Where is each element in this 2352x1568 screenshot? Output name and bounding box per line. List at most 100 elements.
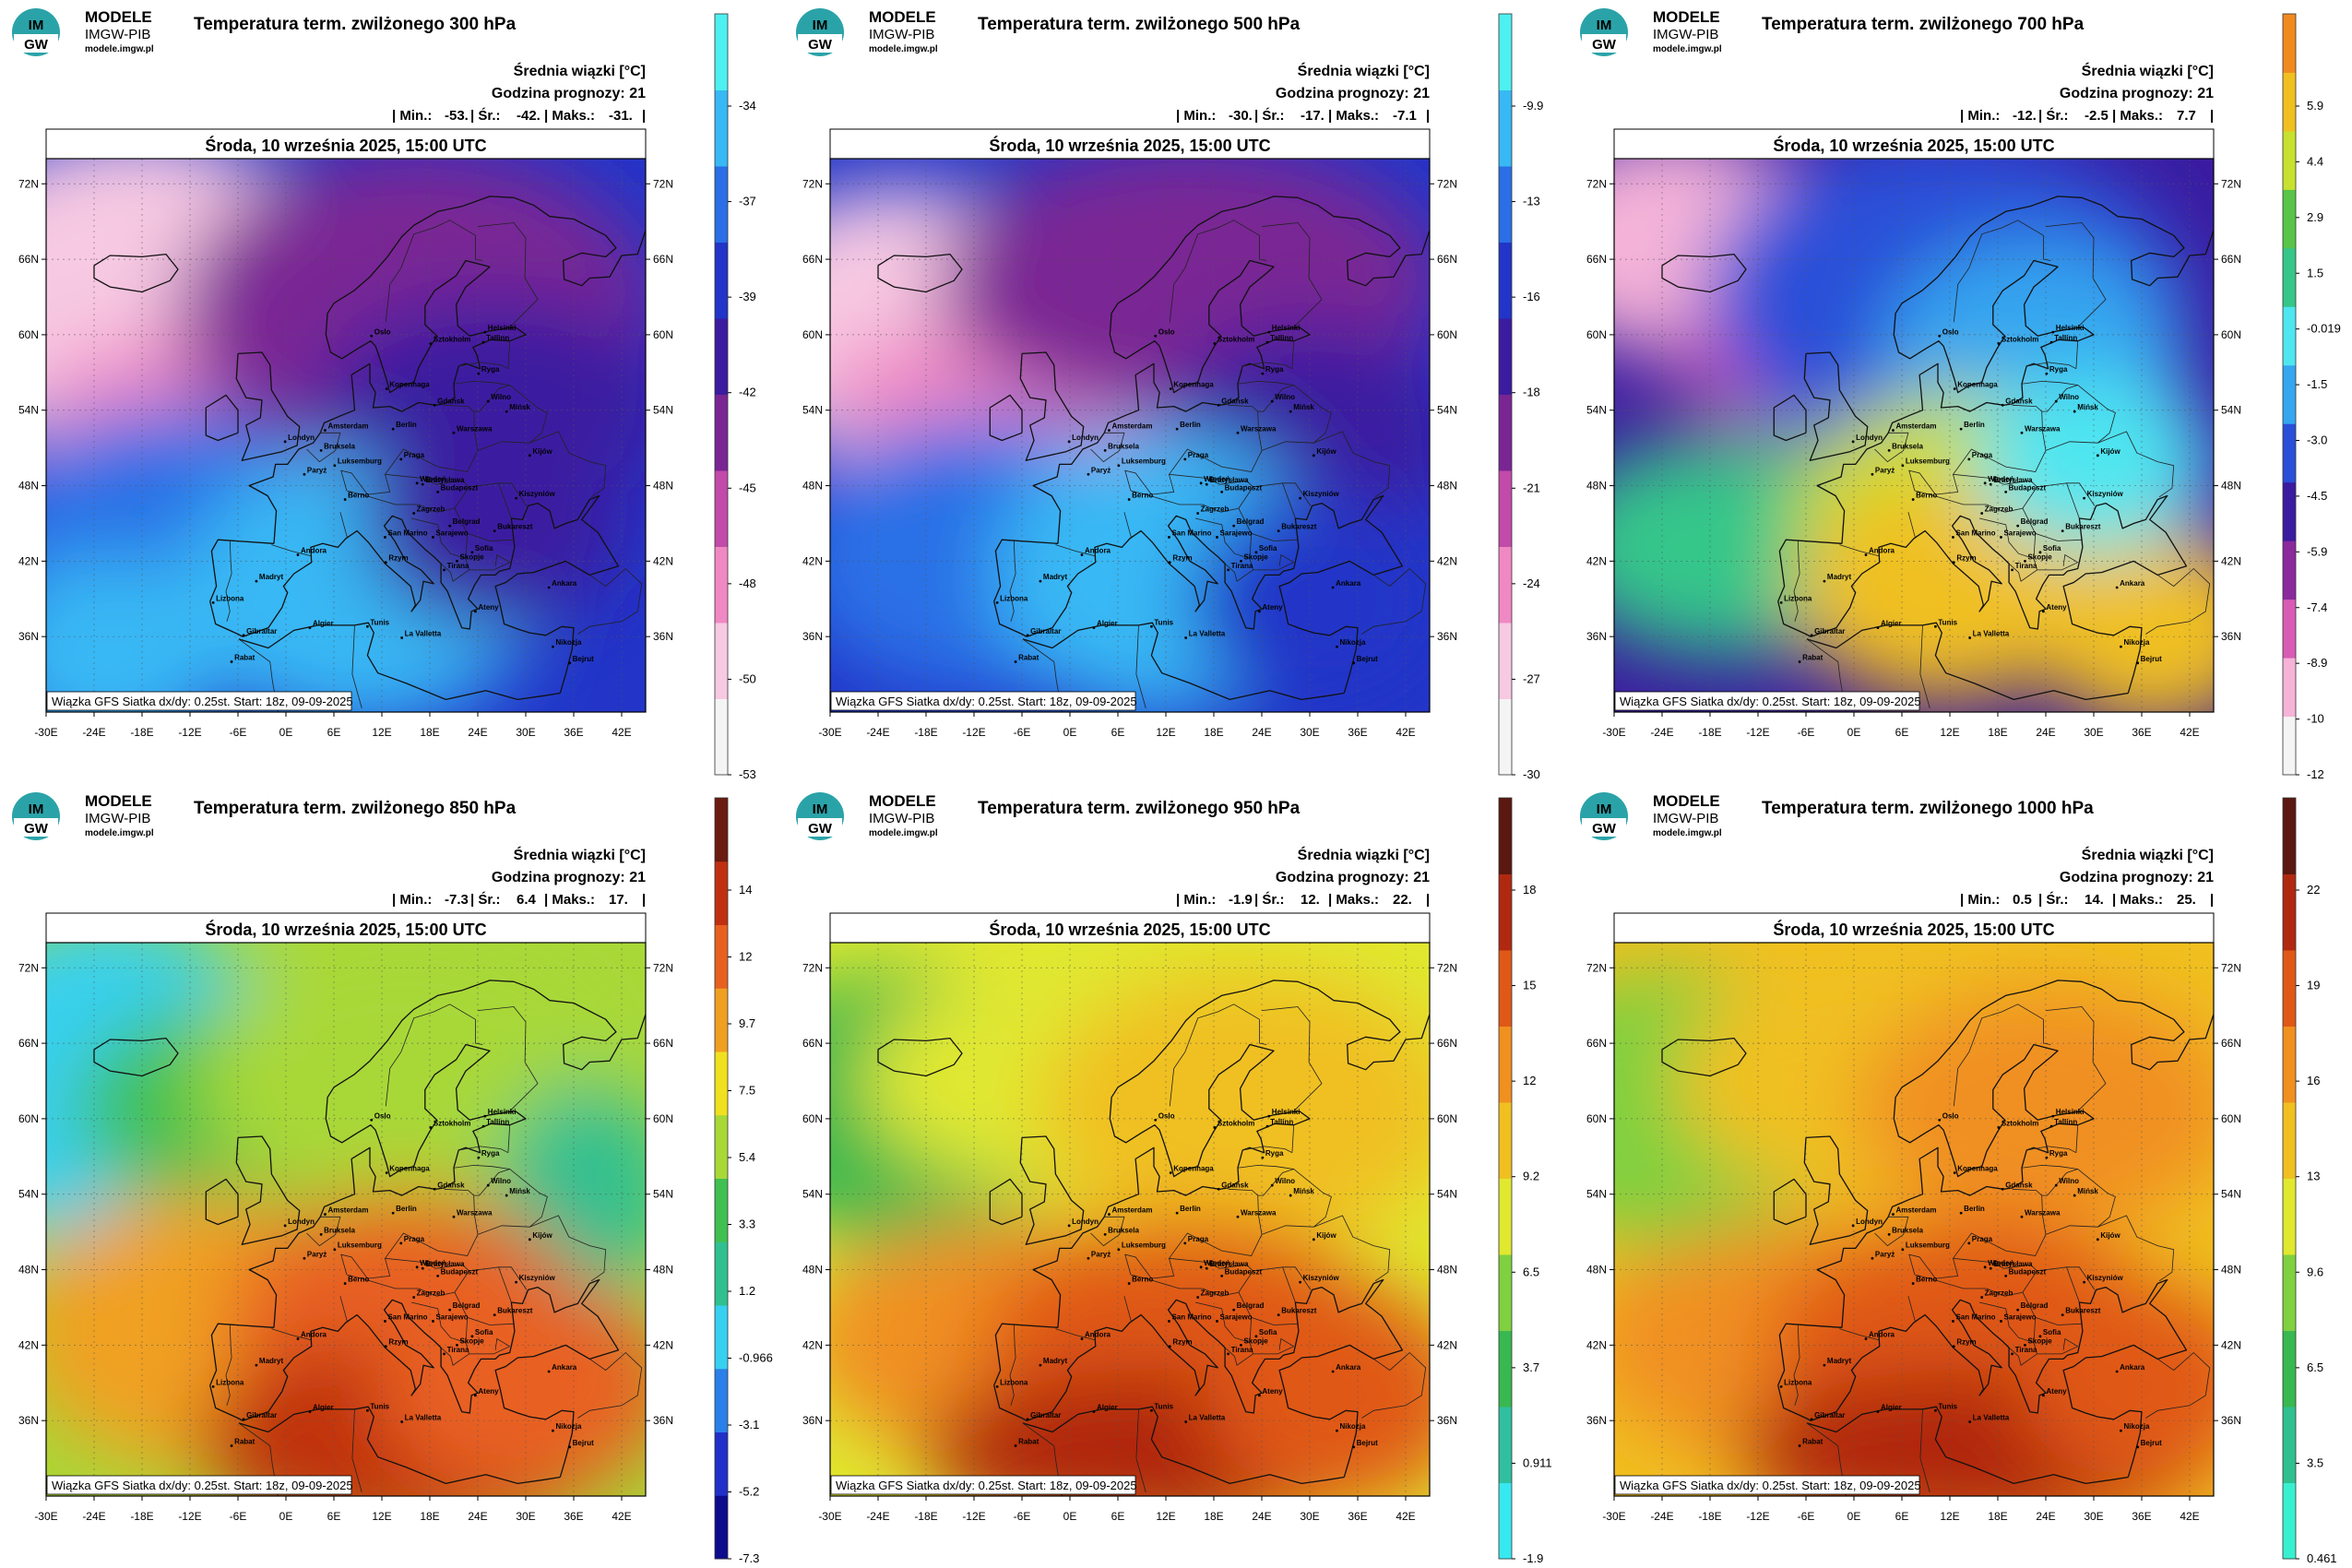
colorbar-tick-label: -1.5: [2307, 377, 2327, 391]
logo-line1: MODELE: [869, 8, 936, 26]
field-blobs: [1614, 159, 2214, 712]
lat-tick-label-left: 72N: [802, 177, 823, 190]
colorbar-segment: [2283, 306, 2296, 366]
map-panel-950hpa: IM GW MODELE IMGW-PIB modele.imgw.pl Temperat…: [784, 784, 1568, 1568]
coastline: [1806, 622, 2129, 701]
colorbar: 18 15 12 9.2 6.5 3.7 0.911 -1.9: [1498, 797, 1552, 1565]
city-dot: [1236, 431, 1240, 434]
logo-line2: IMGW-PIB: [869, 27, 934, 42]
country-border: [385, 1004, 483, 1107]
lat-tick-label-right: 72N: [1437, 961, 1457, 974]
colorbar-tick-label: -42: [739, 386, 756, 399]
lat-tick-label-right: 60N: [1437, 1112, 1457, 1125]
country-border: [340, 404, 479, 495]
colorbar-segment: [2283, 1407, 2296, 1483]
colorbar-tick-label: -50: [739, 671, 756, 685]
field-blob: [363, 408, 628, 629]
country-border: [1313, 431, 1391, 498]
lat-tick-label-left: 60N: [1586, 328, 1607, 341]
country-border: [1169, 220, 1267, 323]
city-dot: [1997, 1126, 2001, 1129]
city-label: Algier: [1097, 1404, 1118, 1412]
city-dot: [1851, 1224, 1855, 1228]
city-dot: [486, 399, 490, 403]
colorbar-segment: [1499, 1330, 1512, 1408]
lat-tick-label-left: 60N: [802, 328, 823, 341]
city-dot: [1779, 1384, 1783, 1388]
city-dot: [2054, 1183, 2058, 1187]
city-dot: [2011, 568, 2013, 572]
city-dot: [230, 1444, 233, 1447]
lon-tick-label: -30E: [818, 726, 841, 739]
logo-line3: modele.imgw.pl: [85, 828, 154, 838]
lat-tick-label-left: 36N: [18, 1414, 39, 1427]
logo-gw: GW: [1592, 821, 1617, 837]
colorbar-frame: [714, 797, 729, 1560]
city-label: Mińsk: [1293, 403, 1314, 411]
lat-tick-label-left: 54N: [802, 1188, 823, 1201]
colorbar-frame: [714, 13, 729, 776]
city-label: Algier: [313, 620, 334, 628]
city-label: Praga: [1188, 451, 1209, 459]
city-label: Luksemburg: [1906, 1241, 1950, 1250]
city-dot: [1150, 1408, 1153, 1412]
colorbar-segment: [1499, 698, 1512, 776]
colorbar-segment: [2283, 716, 2296, 776]
city-dot: [1103, 448, 1107, 452]
temperature-field: [830, 159, 1430, 712]
city-label: Sofia: [2043, 544, 2061, 552]
colorbar-tick-label: 12: [1523, 1074, 1536, 1087]
lat-tick-label-left: 48N: [802, 1264, 823, 1277]
city-dot: [1892, 1213, 1895, 1216]
stats-max-value: 17.: [609, 892, 628, 908]
lon-tick-label: 0E: [1847, 726, 1861, 739]
city-label: Wilno: [2059, 393, 2079, 401]
city-label: Lizbona: [1784, 594, 1812, 602]
city-dot: [1039, 579, 1042, 583]
lon-tick-label: -30E: [1602, 1510, 1625, 1523]
lat-tick-label-right: 66N: [2221, 1037, 2241, 1050]
city-label: Bukareszt: [2065, 1307, 2101, 1315]
city-label: Kiszyniów: [1303, 490, 1340, 498]
city-label: Gdańsk: [2005, 397, 2033, 405]
lon-tick-label: 36E: [1348, 726, 1367, 739]
city-label: Praga: [1972, 1235, 1993, 1243]
field-blobs: [830, 159, 1430, 712]
country-border: [529, 1215, 607, 1282]
city-label: Paryż: [1091, 466, 1111, 474]
lon-tick-label: 18E: [420, 1510, 439, 1523]
city-label: Bratysława: [425, 1260, 465, 1268]
city-label: Gibraltar: [1814, 627, 1845, 636]
coastline: [1773, 394, 1807, 442]
city-label: Londyn: [288, 434, 315, 442]
city-label: Helsinki: [488, 324, 517, 332]
city-label: Ankara: [1336, 1363, 1361, 1372]
colorbar-segment: [715, 89, 728, 167]
lat-tick-label-right: 60N: [2221, 328, 2241, 341]
colorbar-tick-label: -30: [1523, 767, 1540, 781]
colorbar-tick-label: 3.3: [739, 1218, 755, 1231]
caption-box: [46, 691, 352, 711]
city-label: Kijów: [1316, 1231, 1336, 1240]
lon-tick-label: 30E: [516, 1510, 535, 1523]
logo-line3: modele.imgw.pl: [1653, 828, 1722, 838]
country-border: [1135, 1408, 1146, 1493]
lat-tick-label-left: 36N: [802, 1414, 823, 1427]
country-border: [2041, 385, 2116, 451]
city-label: Wilno: [1275, 393, 1295, 401]
lat-tick-label-left: 42N: [802, 554, 823, 567]
colorbar-tick-label: 6.5: [1523, 1265, 1539, 1278]
colorbar-tick-label: -4.5: [2307, 489, 2327, 503]
country-border: [458, 1146, 509, 1154]
city-dot: [303, 472, 306, 476]
lat-tick-label-left: 42N: [18, 554, 39, 567]
lat-tick-label-left: 60N: [802, 1112, 823, 1125]
city-label: Lizbona: [216, 594, 244, 602]
lat-tick-label-right: 36N: [653, 630, 673, 643]
colorbar-segment: [1499, 166, 1512, 243]
city-dot: [2001, 403, 2004, 407]
city-label: Nikozja: [555, 638, 582, 647]
city-dot: [1026, 634, 1029, 637]
city-dot: [366, 624, 369, 628]
